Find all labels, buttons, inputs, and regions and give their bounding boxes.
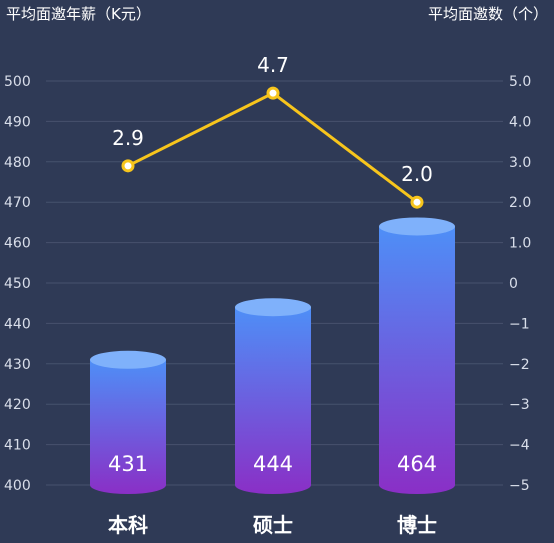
right-tick-label: 4.0 [509,114,531,130]
left-axis-title: 平均面邀年薪（K元） [6,5,151,23]
right-tick-label: −1 [509,316,530,332]
right-axis-ticks: −5 −4 −3 −2 −1 0 1.0 2.0 3.0 4.0 5.0 [509,74,531,494]
line-path [127,91,418,204]
left-tick-label: 450 [4,276,31,292]
bars: 431 444 464 [90,217,455,494]
bar-value-label: 464 [397,452,437,476]
category-label: 博士 [397,513,437,537]
right-tick-label: 3.0 [509,155,531,171]
bar-top-cap [90,350,166,369]
bar-value-label: 444 [253,452,293,476]
bar: 464 [379,217,455,494]
line-series: 2.9 4.7 2.0 [112,53,433,209]
left-tick-label: 490 [4,114,31,130]
bar-body [235,307,311,494]
category-label: 本科 [108,513,148,537]
line-value-label: 4.7 [257,53,289,77]
left-tick-label: 500 [4,74,31,90]
left-tick-label: 480 [4,155,31,171]
left-tick-label: 410 [4,438,31,454]
bar: 444 [235,298,311,494]
category-labels: 本科 硕士 博士 [108,513,437,537]
right-tick-label: 0 [509,276,518,292]
bar-body [379,226,455,494]
left-tick-label: 420 [4,397,31,413]
left-tick-label: 400 [4,478,31,494]
right-tick-label: 1.0 [509,236,531,252]
right-tick-label: −3 [509,397,530,413]
right-tick-label: −2 [509,357,530,373]
left-axis-ticks: 400 410 420 430 440 450 460 470 480 490 500 [4,74,31,494]
bar-top-cap [379,217,455,236]
line-point [410,195,424,209]
line-value-label: 2.0 [401,162,433,186]
left-tick-label: 460 [4,236,31,252]
line-point [266,86,280,100]
bar-value-label: 431 [108,452,148,476]
line-value-label: 2.9 [112,126,144,150]
bar-top-cap [235,298,311,317]
bar-body [90,359,166,494]
right-tick-label: 5.0 [509,74,531,90]
right-tick-label: −4 [509,438,530,454]
left-tick-label: 430 [4,357,31,373]
right-axis-title: 平均面邀数（个） [428,5,548,23]
right-tick-label: −5 [509,478,530,494]
right-tick-label: 2.0 [509,195,531,211]
line-point [121,159,135,173]
left-tick-label: 440 [4,316,31,332]
left-tick-label: 470 [4,195,31,211]
bar: 431 [90,350,166,494]
category-label: 硕士 [253,513,293,537]
